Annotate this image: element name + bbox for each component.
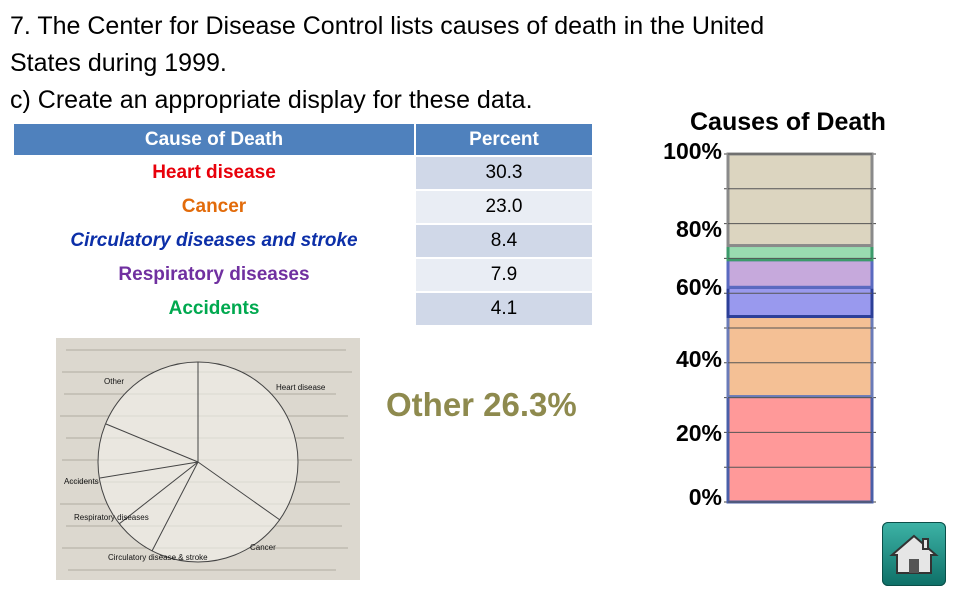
header-percent: Percent	[414, 124, 592, 156]
bar-segment-respiratory	[726, 258, 874, 289]
bar-segment-other	[726, 152, 874, 248]
pie-label-heart: Heart disease	[276, 383, 326, 392]
stacked-bar-chart	[724, 152, 876, 504]
percent-accidents: 4.1	[414, 291, 592, 325]
pie-label-other: Other	[104, 377, 124, 386]
cause-cancer: Cancer	[14, 189, 415, 224]
question-line-2: States during 1999.	[10, 49, 227, 77]
pie-label-circulatory: Circulatory disease & stroke	[108, 553, 208, 562]
chart-title: Causes of Death	[690, 108, 886, 136]
pie-sketch: Other Heart disease Accidents Respirator…	[56, 338, 360, 580]
bar-segment-accidents	[726, 244, 874, 262]
cause-heart: Heart disease	[14, 155, 415, 190]
percent-heart: 30.3	[414, 155, 592, 190]
table-row: Accidents 4.1	[14, 291, 592, 325]
cause-accidents: Accidents	[14, 291, 415, 325]
question-line-1: 7. The Center for Disease Control lists …	[10, 12, 765, 40]
causes-table: Cause of Death Percent Heart disease 30.…	[14, 124, 592, 325]
pie-label-respiratory: Respiratory diseases	[74, 513, 149, 522]
y-tick-40: 40%	[675, 346, 722, 372]
y-tick-100: 100%	[663, 138, 722, 164]
percent-cancer: 23.0	[414, 189, 592, 224]
scanned-pie-chart-image: Other Heart disease Accidents Respirator…	[56, 338, 360, 580]
pie-label-cancer: Cancer	[250, 543, 276, 552]
bar-segment-cancer	[726, 315, 874, 399]
cause-circulatory: Circulatory diseases and stroke	[14, 223, 415, 258]
y-tick-20: 20%	[675, 420, 722, 446]
header-cause: Cause of Death	[14, 124, 415, 156]
home-button[interactable]	[882, 522, 946, 586]
y-tick-80: 80%	[675, 216, 722, 242]
question-text: 7. The Center for Disease Control lists …	[10, 8, 910, 119]
bar-segment-circulatory	[726, 285, 874, 319]
table-header-row: Cause of Death Percent	[14, 124, 592, 156]
cause-respiratory: Respiratory diseases	[14, 257, 415, 292]
table-row: Respiratory diseases 7.9	[14, 257, 592, 292]
table-row: Cancer 23.0	[14, 189, 592, 224]
table-row: Heart disease 30.3	[14, 155, 592, 190]
percent-circulatory: 8.4	[414, 223, 592, 258]
home-icon	[889, 534, 939, 574]
question-line-3: c) Create an appropriate display for the…	[10, 86, 533, 114]
table-row: Circulatory diseases and stroke 8.4	[14, 223, 592, 258]
y-tick-0: 0%	[688, 484, 722, 510]
percent-respiratory: 7.9	[414, 257, 592, 292]
pie-label-accidents: Accidents	[64, 477, 99, 486]
y-tick-60: 60%	[675, 274, 722, 300]
other-percent-label: Other 26.3%	[386, 386, 577, 423]
bar-segment-heart	[726, 395, 874, 504]
